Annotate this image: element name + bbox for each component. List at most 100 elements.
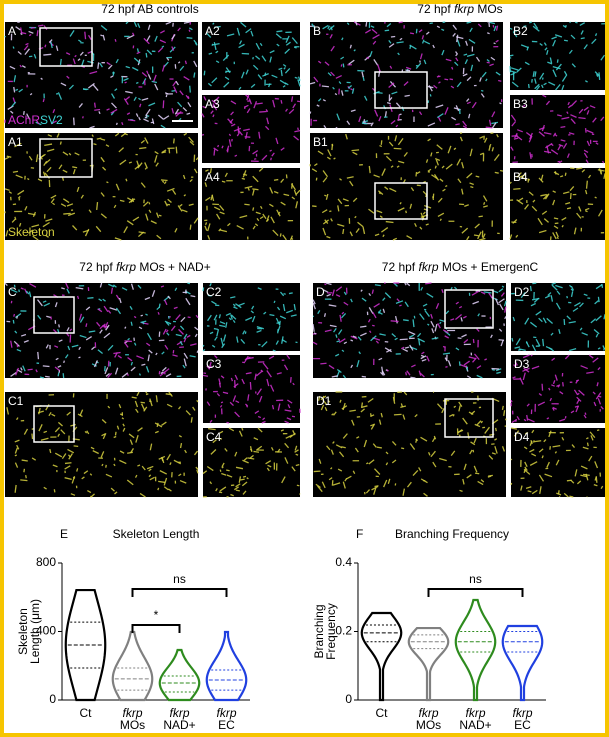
signal: [145, 313, 148, 316]
violin: [158, 648, 201, 702]
signal: [293, 189, 298, 196]
signal: [436, 113, 444, 119]
signal: [323, 313, 327, 317]
signal: [436, 158, 441, 162]
signal: [485, 78, 488, 82]
signal: [453, 405, 457, 409]
signal: [179, 479, 187, 484]
signal: [205, 169, 209, 172]
signal: [110, 75, 114, 79]
signal: [29, 93, 33, 96]
signal: [117, 355, 122, 359]
signal: [278, 67, 283, 71]
signal: [552, 406, 557, 410]
signal: [488, 474, 493, 477]
panel-label: F: [356, 527, 363, 541]
signal: [254, 410, 260, 414]
signal: [396, 298, 400, 302]
signal: [166, 332, 170, 336]
signal: [58, 324, 60, 328]
signal: [342, 228, 345, 235]
signal: [419, 111, 423, 116]
signal: [370, 122, 374, 127]
signal: [395, 300, 404, 304]
signal: [350, 339, 354, 342]
panel-label: C1: [8, 394, 24, 408]
signal: [480, 89, 484, 92]
signal: [82, 87, 87, 91]
signal: [209, 481, 213, 485]
signal: [280, 147, 285, 151]
signal: [586, 140, 591, 147]
signal: [331, 289, 335, 297]
signal: [524, 317, 530, 325]
signal: [580, 37, 585, 40]
signal: [380, 371, 385, 376]
signal: [238, 86, 242, 90]
signal: [560, 125, 566, 128]
signal: [566, 315, 572, 320]
signal: [539, 486, 542, 494]
signal: [105, 144, 110, 148]
signal: [338, 451, 345, 458]
panel-label: A4: [205, 170, 220, 184]
signal: [208, 427, 216, 431]
signal: [4, 188, 10, 191]
signal: [360, 408, 365, 413]
group-title: 72 hpf fkrp MOs + NAD+: [79, 260, 210, 274]
signal: [523, 418, 527, 422]
signal: [193, 217, 199, 224]
signal: [143, 37, 150, 45]
signal: [252, 188, 259, 191]
signal: [154, 83, 159, 91]
signal: [583, 152, 588, 159]
signal: [405, 69, 411, 72]
signal: [225, 67, 231, 74]
signal: [552, 69, 557, 78]
signal: [321, 481, 326, 489]
signal: [11, 101, 17, 108]
signal: [15, 88, 19, 92]
signal: [148, 400, 152, 403]
signal: [355, 21, 358, 26]
signal: [104, 321, 109, 329]
signal: [284, 420, 289, 424]
signal: [225, 322, 228, 328]
signal: [436, 75, 440, 78]
signal: [279, 315, 287, 320]
signal: [328, 477, 333, 481]
signal: [271, 74, 278, 79]
panel-label: C3: [206, 357, 222, 371]
signal: [318, 458, 322, 464]
signal: [166, 403, 173, 408]
signal: [330, 218, 333, 222]
signal: [529, 152, 532, 159]
signal: [399, 338, 408, 341]
signal: [498, 79, 502, 82]
signal: [280, 99, 283, 104]
signal: [61, 453, 67, 460]
signal: [189, 85, 191, 93]
signal: [425, 31, 430, 35]
signal: [579, 327, 583, 331]
signal: [174, 228, 178, 233]
signal: [112, 284, 117, 288]
signal: [66, 75, 70, 79]
signal: [315, 483, 321, 489]
signal: [230, 100, 237, 105]
signal: [488, 119, 492, 126]
title-part: 72 hpf: [382, 260, 419, 274]
signal: [196, 469, 199, 474]
signal: [368, 292, 372, 297]
signal: [74, 152, 80, 156]
signal: [213, 147, 219, 152]
signal: [343, 301, 349, 306]
signal: [324, 219, 329, 224]
signal: [468, 113, 471, 119]
signal: [531, 344, 537, 352]
signal: [60, 203, 67, 207]
micrograph: [202, 95, 300, 163]
signal: [350, 298, 353, 303]
signal: [555, 284, 563, 289]
signal: [69, 328, 73, 332]
